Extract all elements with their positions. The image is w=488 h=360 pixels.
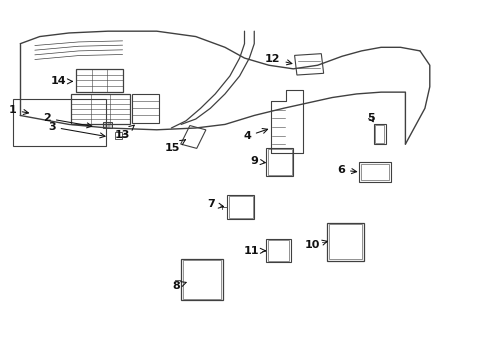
Bar — [294, 54, 323, 75]
Bar — [360, 163, 388, 180]
Bar — [115, 132, 122, 139]
Bar — [103, 122, 112, 128]
Text: 11: 11 — [244, 246, 265, 256]
Text: 6: 6 — [336, 165, 356, 175]
Text: 14: 14 — [50, 76, 72, 86]
Text: 4: 4 — [243, 129, 267, 141]
Text: 13: 13 — [115, 125, 134, 140]
Text: 1: 1 — [9, 105, 28, 115]
Bar — [267, 149, 291, 175]
Bar — [76, 69, 122, 92]
Bar — [13, 99, 105, 146]
Bar — [228, 196, 252, 219]
Text: 12: 12 — [264, 54, 291, 65]
Bar — [266, 148, 293, 176]
Text: 2: 2 — [43, 113, 92, 128]
Bar — [327, 223, 363, 261]
Bar — [358, 162, 390, 182]
Text: 3: 3 — [48, 122, 105, 138]
Bar — [329, 225, 361, 259]
Text: 10: 10 — [305, 240, 326, 250]
Bar — [267, 240, 289, 261]
Bar — [183, 260, 220, 299]
Text: 8: 8 — [172, 281, 186, 291]
Bar — [374, 126, 384, 143]
Bar — [373, 125, 385, 144]
Bar — [132, 94, 159, 123]
Bar — [266, 239, 290, 262]
Text: 7: 7 — [207, 199, 223, 210]
Bar — [71, 94, 130, 125]
Bar — [181, 126, 205, 148]
Text: 9: 9 — [250, 156, 265, 166]
Text: 15: 15 — [164, 140, 185, 153]
Text: 5: 5 — [366, 113, 374, 123]
Bar — [227, 195, 254, 220]
Bar — [181, 259, 222, 300]
